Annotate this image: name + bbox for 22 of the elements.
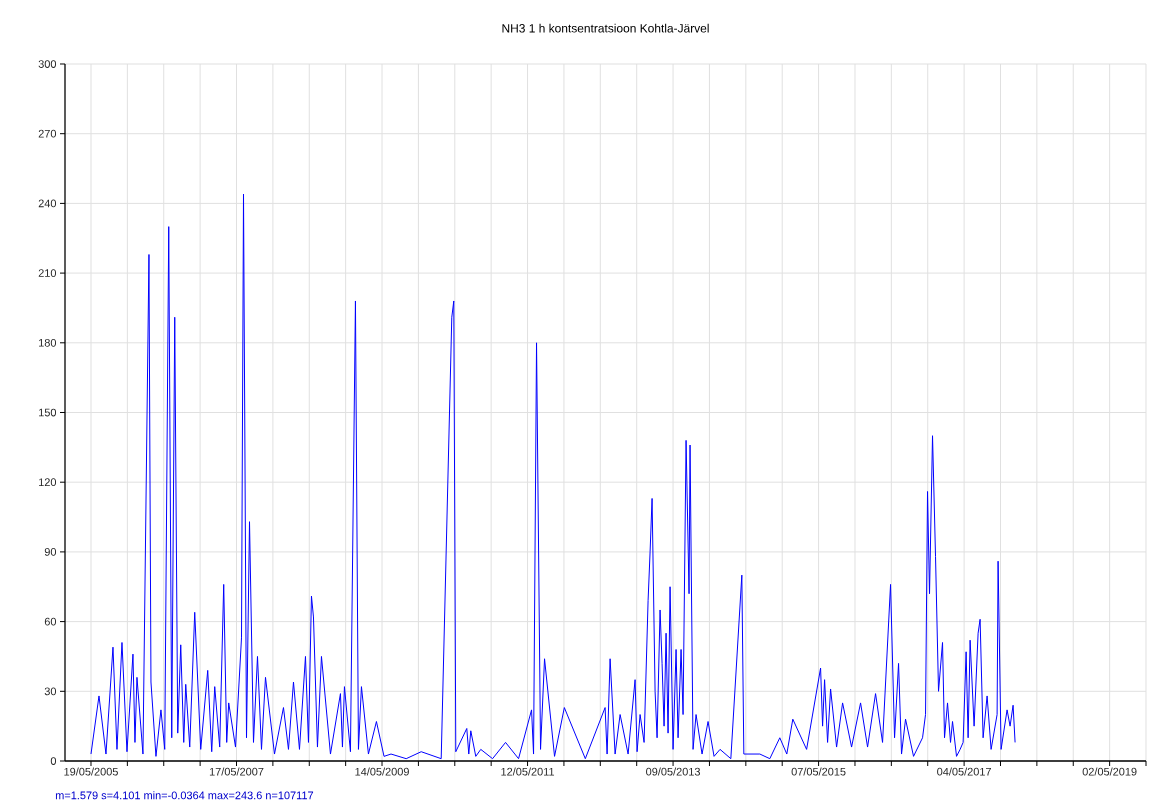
y-tick-label: 270	[38, 129, 57, 138]
y-tick-label: 90	[44, 548, 57, 556]
y-tick-label: 150	[39, 408, 57, 417]
chart-title: NH3 1 h kontsentratsioon Kohtla-Järvel	[502, 23, 709, 33]
x-tick-label: 07/05/2015	[791, 767, 846, 776]
y-tick-label: 180	[39, 338, 57, 347]
x-tick-label: 14/05/2009	[355, 767, 409, 776]
x-tick-label: 02/05/2019	[1082, 767, 1137, 776]
y-tick-label: 300	[38, 60, 57, 68]
text: m=1.579 s=4.101 min=-0.0364 max=243.6 n=107117	[55, 791, 314, 800]
x-tick-label: 17/05/2007	[209, 767, 264, 776]
y-tick-label: 60	[44, 617, 57, 626]
y-tick-label: 0	[50, 757, 57, 765]
y-tick-label: 30	[44, 687, 57, 696]
y-tick-label: 120	[39, 478, 57, 487]
x-tick-label: 12/05/2011	[501, 767, 555, 776]
x-tick-label: 19/05/2005	[64, 767, 118, 776]
y-tick-label: 240	[38, 199, 57, 208]
x-tick-label: 04/05/2017	[937, 767, 991, 776]
line-series	[90, 193, 1016, 760]
y-tick-label: 210	[38, 269, 57, 277]
x-tick-label: 09/05/2013	[646, 767, 700, 776]
